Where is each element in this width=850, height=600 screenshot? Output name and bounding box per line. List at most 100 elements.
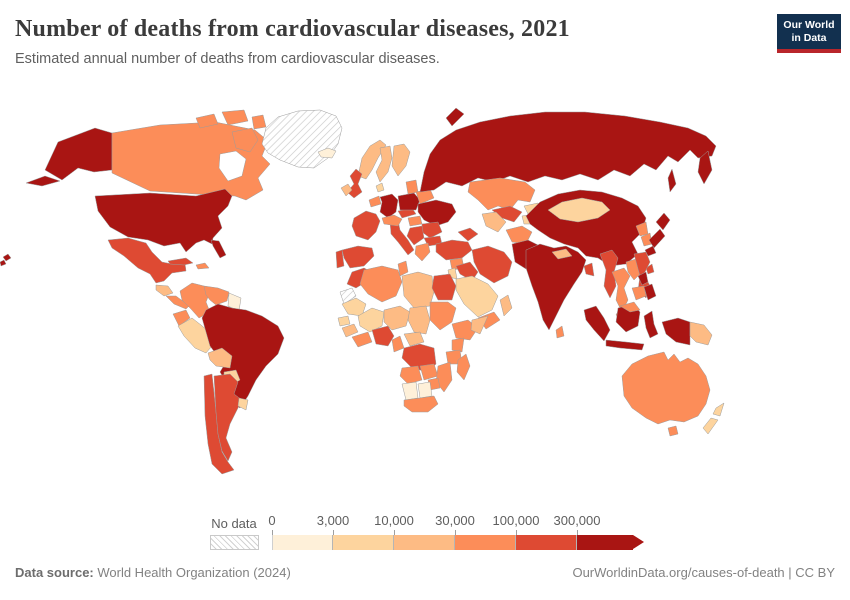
country-canada-island-2[interactable]	[221, 109, 249, 126]
country-ukraine[interactable]	[417, 199, 457, 227]
country-russia[interactable]	[419, 111, 717, 193]
country-south-africa[interactable]	[403, 395, 439, 413]
country-malaysia-borneo[interactable]	[619, 301, 641, 313]
country-japan-north[interactable]	[655, 212, 671, 231]
country-canada-island-3[interactable]	[251, 114, 267, 130]
region-caucasus[interactable]	[457, 227, 479, 242]
country-turkey[interactable]	[435, 239, 473, 261]
country-bangladesh[interactable]	[583, 262, 595, 277]
legend-band-4[interactable]	[516, 535, 577, 550]
region-western-sahara[interactable]	[339, 287, 357, 305]
country-chad[interactable]	[407, 305, 431, 335]
region-ivory-coast-ghana[interactable]	[351, 331, 373, 348]
legend-band-3[interactable]	[455, 535, 516, 550]
country-greenland[interactable]	[261, 109, 343, 169]
country-afghanistan[interactable]	[505, 225, 533, 245]
country-cuba[interactable]	[167, 257, 194, 266]
country-russia-novaya-zemlya[interactable]	[445, 107, 465, 127]
country-oman[interactable]	[499, 294, 513, 317]
country-spain[interactable]	[341, 245, 375, 269]
country-somalia[interactable]	[470, 315, 489, 335]
owid-logo[interactable]: Our World in Data	[777, 14, 841, 54]
country-ireland[interactable]	[340, 183, 353, 197]
country-colombia[interactable]	[179, 282, 211, 319]
country-denmark[interactable]	[375, 182, 385, 193]
country-namibia[interactable]	[401, 381, 419, 401]
country-new-zealand-north[interactable]	[712, 402, 725, 417]
legend-band-5[interactable]	[577, 535, 633, 550]
country-mauritania[interactable]	[341, 297, 367, 317]
country-indonesia-java[interactable]	[605, 339, 645, 351]
legend-band-0[interactable]	[272, 535, 333, 550]
country-cambodia[interactable]	[631, 285, 647, 301]
country-cameroon[interactable]	[391, 335, 405, 353]
country-egypt[interactable]	[431, 273, 457, 301]
region-benelux[interactable]	[368, 195, 382, 208]
country-finland[interactable]	[391, 143, 411, 177]
region-guinea[interactable]	[341, 323, 359, 338]
country-angola[interactable]	[399, 365, 423, 385]
region-balkans[interactable]	[406, 225, 425, 246]
country-sweden[interactable]	[375, 145, 393, 183]
country-alaska[interactable]	[44, 127, 113, 181]
country-algeria[interactable]	[359, 265, 403, 303]
country-kazakhstan[interactable]	[467, 177, 536, 211]
country-mongolia[interactable]	[547, 197, 611, 223]
country-niger[interactable]	[383, 305, 411, 331]
country-norway[interactable]	[357, 139, 387, 180]
country-hungary[interactable]	[407, 215, 423, 227]
country-canada-island-1[interactable]	[195, 113, 219, 129]
country-mexico[interactable]	[107, 237, 187, 284]
country-argentina[interactable]	[213, 373, 243, 462]
country-zambia[interactable]	[419, 363, 439, 381]
country-mali[interactable]	[357, 307, 385, 333]
country-myanmar[interactable]	[599, 249, 619, 299]
country-indonesia-sumatra[interactable]	[583, 305, 611, 342]
country-usa-florida[interactable]	[210, 239, 227, 259]
country-philippines-south[interactable]	[643, 283, 657, 301]
country-turkmenistan[interactable]	[481, 211, 507, 233]
country-japan-honshu[interactable]	[648, 228, 666, 249]
country-nepal[interactable]	[551, 248, 573, 260]
legend-band-2[interactable]	[394, 535, 455, 550]
country-senegal[interactable]	[337, 315, 351, 327]
country-kenya[interactable]	[451, 337, 465, 353]
country-papua-new-guinea[interactable]	[689, 321, 713, 346]
country-indonesia-papua[interactable]	[661, 317, 691, 346]
country-philippines-north[interactable]	[637, 271, 649, 286]
country-iceland[interactable]	[317, 147, 337, 159]
country-greece[interactable]	[414, 242, 431, 262]
country-nigeria[interactable]	[371, 325, 395, 347]
country-bolivia[interactable]	[207, 347, 233, 369]
country-saudi-arabia[interactable]	[455, 275, 499, 318]
country-portugal[interactable]	[335, 249, 345, 269]
country-india[interactable]	[525, 243, 587, 331]
country-chile[interactable]	[203, 373, 235, 475]
credit-link[interactable]: OurWorldinData.org/causes-of-death | CC …	[572, 565, 835, 580]
country-hawaii[interactable]	[2, 253, 12, 262]
country-new-zealand-south[interactable]	[702, 417, 719, 435]
country-romania[interactable]	[421, 221, 443, 239]
country-australia-tasmania[interactable]	[667, 425, 679, 437]
country-sri-lanka[interactable]	[555, 325, 565, 339]
country-australia[interactable]	[621, 351, 711, 425]
country-hispaniola[interactable]	[195, 262, 210, 270]
country-central-african-republic[interactable]	[403, 331, 425, 347]
no-data-swatch[interactable]	[210, 535, 259, 550]
country-poland[interactable]	[397, 192, 421, 211]
country-botswana[interactable]	[417, 381, 433, 399]
country-uruguay[interactable]	[237, 397, 249, 411]
country-france[interactable]	[351, 210, 381, 241]
country-alaska-tail[interactable]	[25, 175, 61, 187]
country-ecuador[interactable]	[172, 309, 191, 327]
country-usa[interactable]	[94, 188, 233, 253]
country-russia-sakhalin[interactable]	[667, 168, 677, 193]
country-germany[interactable]	[379, 193, 399, 219]
country-libya[interactable]	[401, 271, 435, 309]
country-sudan[interactable]	[429, 301, 457, 331]
country-russia-kamchatka[interactable]	[697, 150, 713, 185]
country-hawaii-2[interactable]	[0, 259, 7, 267]
country-madagascar[interactable]	[456, 353, 471, 381]
country-venezuela[interactable]	[203, 285, 230, 306]
country-indonesia-sulawesi[interactable]	[643, 310, 659, 339]
